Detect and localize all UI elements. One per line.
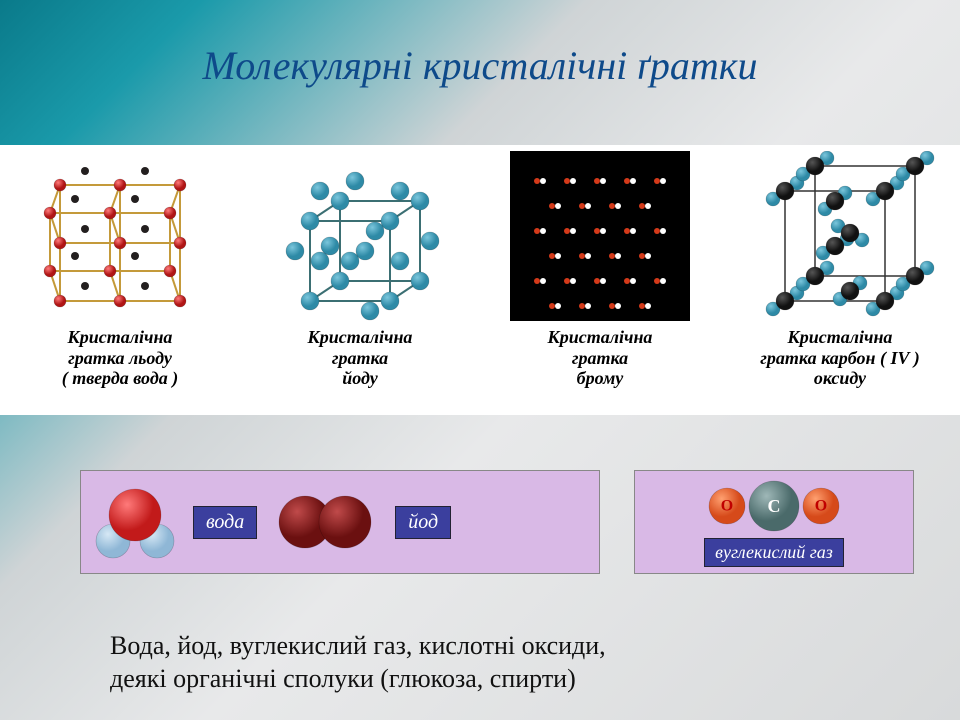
lattice-ice-label: Кристалічнагратка льоду( тверда вода ) xyxy=(62,327,179,389)
lattice-co2-label: Кристалічнагратка карбон ( IV )оксиду xyxy=(760,327,919,389)
lattice-bromine: Кристалічнаграткаброму xyxy=(480,145,720,415)
lattice-iodine-svg xyxy=(244,151,476,321)
lattice-iodine-label: Кристалічнаграткайоду xyxy=(308,327,413,389)
lattice-iodine: Кристалічнаграткайоду xyxy=(240,145,480,415)
lattice-row: Кристалічнагратка льоду( тверда вода ) К… xyxy=(0,145,960,415)
summary-line1: Вода, йод, вуглекислий газ, кислотні окс… xyxy=(110,631,606,660)
molecule-row: вода йод O O C вуглекислий газ xyxy=(80,470,930,580)
molecule-panel-left: вода йод xyxy=(80,470,600,574)
summary-line2: деякі органічні сполуки (глюкоза, спирти… xyxy=(110,664,576,693)
lattice-co2: Кристалічнагратка карбон ( IV )оксиду xyxy=(720,145,960,415)
co2-tag: вуглекислий газ xyxy=(704,538,844,567)
lattice-bromine-label: Кристалічнаграткаброму xyxy=(548,327,653,389)
iodine-molecule-icon xyxy=(271,491,381,553)
svg-text:C: C xyxy=(768,496,781,516)
lattice-bromine-svg xyxy=(484,151,716,321)
summary-text: Вода, йод, вуглекислий газ, кислотні окс… xyxy=(110,630,900,695)
svg-text:O: O xyxy=(721,497,733,514)
lattice-co2-svg xyxy=(724,151,956,321)
svg-text:O: O xyxy=(815,497,827,514)
lattice-ice: Кристалічнагратка льоду( тверда вода ) xyxy=(0,145,240,415)
slide-title: Молекулярні кристалічні ґратки xyxy=(0,42,960,89)
iodine-tag: йод xyxy=(395,506,451,539)
co2-molecule-icon: OOC xyxy=(669,478,879,534)
water-molecule-icon xyxy=(91,483,179,561)
molecule-panel-right: O O C вуглекислий газ xyxy=(634,470,914,574)
lattice-ice-svg xyxy=(4,151,236,321)
water-tag: вода xyxy=(193,506,257,539)
